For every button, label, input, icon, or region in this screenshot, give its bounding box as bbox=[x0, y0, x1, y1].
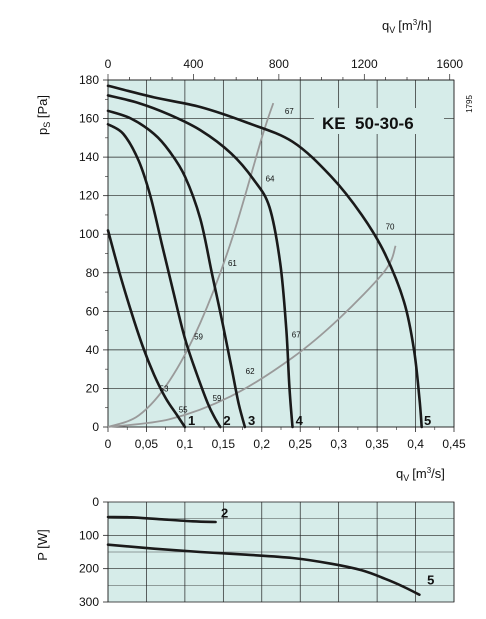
x-tick-label: 0 bbox=[105, 437, 112, 451]
x-tick-label: 0,35 bbox=[365, 437, 389, 451]
x-tick-label: 0,45 bbox=[442, 437, 466, 451]
efficiency-annotation: 67 bbox=[285, 107, 294, 116]
main-chart: 0 0,05 0,1 0,15 0,2 0,25 0,3 0,35 0,4 0,45 0 400 80… bbox=[35, 18, 474, 483]
chart-title: KE 50-30-6 bbox=[322, 114, 414, 133]
curve-label-5: 5 bbox=[424, 413, 431, 428]
power-curve-5 bbox=[106, 543, 421, 596]
y-axis-left: 0 20 40 60 80 100 120 140 160 180 bbox=[79, 73, 108, 434]
curve-label-4: 4 bbox=[296, 413, 304, 428]
title-background bbox=[314, 108, 444, 134]
x2-tick-label: 1200 bbox=[351, 57, 378, 71]
power-curves bbox=[106, 515, 421, 596]
pressure-curve-4 bbox=[106, 94, 294, 429]
y-tick-label: 100 bbox=[79, 227, 99, 241]
x-axis-top: 0 400 800 1200 1600 bbox=[105, 57, 463, 81]
main-plot-area bbox=[108, 80, 454, 427]
curve-label-2: 2 bbox=[223, 413, 230, 428]
power-curve-label-2: 2 bbox=[221, 506, 228, 521]
efficiency-annotation: 61 bbox=[228, 259, 237, 268]
y-tick-label: 0 bbox=[92, 420, 99, 434]
y-tick-label: 180 bbox=[79, 73, 99, 87]
efficiency-annotation: 62 bbox=[246, 367, 255, 376]
x-tick-label: 0,15 bbox=[212, 437, 236, 451]
y-tick-label: 120 bbox=[79, 189, 99, 203]
power-curve-2 bbox=[106, 515, 217, 524]
efficiency-annotation: 70 bbox=[386, 223, 395, 232]
x-tick-label: 0,3 bbox=[330, 437, 347, 451]
x2-tick-label: 800 bbox=[269, 57, 289, 71]
efficiency-annotation: 59 bbox=[194, 332, 203, 341]
curve-labels: 1 2 3 4 5 bbox=[188, 413, 431, 428]
pressure-curve-1 bbox=[106, 229, 187, 429]
power-curve-labels: 25 bbox=[221, 506, 434, 588]
pressure-curve-2 bbox=[106, 123, 222, 429]
efficiency-annotation: 59 bbox=[213, 394, 222, 403]
x-tick-label: 0,25 bbox=[289, 437, 313, 451]
y-tick-label: 60 bbox=[86, 304, 100, 318]
power-y-tick-label: 300 bbox=[79, 595, 99, 609]
power-curve-label-5: 5 bbox=[427, 572, 434, 587]
efficiency-line-1 bbox=[107, 102, 275, 428]
pressure-curve-5 bbox=[106, 84, 423, 429]
curve-label-1: 1 bbox=[188, 413, 195, 428]
power-y-axis: 0 100 200 300 bbox=[79, 495, 108, 609]
x-tick-label: 0,4 bbox=[407, 437, 424, 451]
power-y-axis-title: P [W] bbox=[35, 529, 50, 561]
efficiency-annotation: 67 bbox=[292, 330, 301, 339]
y-axis-title: pS [Pa] bbox=[35, 95, 52, 135]
efficiency-annotations: 67 64 61 59 59 53 55 62 67 70 bbox=[160, 107, 396, 415]
efficiency-annotation: 64 bbox=[266, 174, 275, 183]
x2-tick-label: 1600 bbox=[436, 57, 463, 71]
y-tick-label: 20 bbox=[86, 381, 100, 395]
power-y-tick-label: 100 bbox=[79, 528, 99, 542]
power-plot-border bbox=[107, 501, 455, 603]
power-y-tick-label: 0 bbox=[92, 495, 99, 509]
efficiency-annotation: 53 bbox=[160, 384, 169, 393]
power-y-tick-label: 200 bbox=[79, 562, 99, 576]
x-tick-label: 0,2 bbox=[253, 437, 270, 451]
x-tick-label: 0,1 bbox=[177, 437, 194, 451]
x-axis-bottom: 0 0,05 0,1 0,15 0,2 0,25 0,3 0,35 0,4 0,45 bbox=[105, 427, 466, 451]
y-tick-label: 140 bbox=[79, 150, 99, 164]
x2-axis-title: qV [m3/h] bbox=[382, 18, 432, 35]
efficiency-lines bbox=[107, 102, 397, 428]
curve-label-3: 3 bbox=[248, 413, 255, 428]
y-tick-label: 160 bbox=[79, 112, 99, 126]
y-tick-label: 40 bbox=[86, 343, 100, 357]
efficiency-annotation: 55 bbox=[179, 406, 188, 415]
x2-tick-label: 400 bbox=[183, 57, 203, 71]
x-tick-label: 0,05 bbox=[135, 437, 159, 451]
pressure-curve-3 bbox=[106, 109, 247, 429]
x-axis-title: qV [m3/s] bbox=[396, 466, 445, 483]
chart-code: 1795 bbox=[465, 95, 474, 113]
efficiency-line-2 bbox=[107, 245, 397, 428]
x2-tick-label: 0 bbox=[105, 57, 112, 71]
y-tick-label: 80 bbox=[86, 266, 100, 280]
pressure-curves bbox=[106, 84, 423, 429]
